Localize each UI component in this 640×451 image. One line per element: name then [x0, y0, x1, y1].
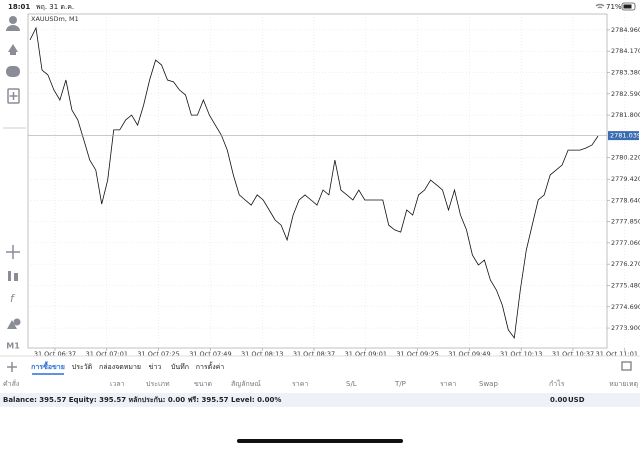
layout-button[interactable]	[621, 361, 632, 371]
chart-frame	[27, 13, 608, 349]
profit-total: 0.00	[550, 396, 567, 404]
chat-icon[interactable]	[6, 66, 20, 77]
column-header: ราคา	[440, 380, 456, 388]
column-header: ขนาด	[194, 380, 212, 388]
column-header: Swap	[479, 380, 498, 388]
status-date: พฤ. 31 ต.ค.	[36, 3, 74, 11]
x-tick-label: 31 Oct 09:25	[396, 350, 438, 358]
tab[interactable]: การตั้งค่า	[196, 360, 225, 371]
y-tick-label: 2782.590	[611, 90, 640, 98]
y-tick-label: 2784.960	[611, 26, 640, 34]
x-tick-label: 31 Oct 10:13	[500, 350, 542, 358]
indicator-icon[interactable]	[8, 271, 18, 281]
column-header: เวลา	[110, 380, 125, 388]
timeframe-button[interactable]: M1	[6, 342, 20, 351]
status-time: 18:01	[8, 3, 30, 11]
account-icon-body	[6, 25, 20, 31]
y-tick-label: 2779.420	[611, 175, 640, 183]
current-price-box	[608, 131, 639, 141]
battery-level	[623, 4, 632, 9]
column-header: S/L	[346, 380, 357, 388]
x-tick-label: 31 Oct 08:13	[241, 350, 283, 358]
home-indicator	[237, 439, 403, 443]
column-header: หมายเหตุ	[609, 380, 638, 388]
x-tick-label: 31 Oct 06:37	[34, 350, 76, 358]
new-order-plus	[9, 92, 18, 100]
battery-text: 71%	[606, 3, 622, 11]
new-order-icon[interactable]	[7, 88, 20, 104]
balance-row	[0, 393, 640, 407]
y-tick-label: 2777.850	[611, 218, 640, 226]
add-button[interactable]	[7, 362, 17, 372]
x-tick-label: 31 Oct 10:37	[552, 350, 594, 358]
x-tick-label: 31 Oct 07:49	[189, 350, 231, 358]
balance-summary: Balance: 395.57 Equity: 395.57 หลักประกั…	[3, 396, 281, 404]
x-tick-label: 31 Oct 07:25	[137, 350, 179, 358]
tab[interactable]: ข่าว	[149, 363, 162, 371]
y-tick-label: 2783.380	[611, 68, 640, 76]
tab[interactable]: การซื้อขาย	[31, 360, 65, 371]
chart-title: XAUUSDm, M1	[31, 15, 79, 23]
y-tick-label: 2778.640	[611, 196, 640, 204]
tab[interactable]: กล่องจดหมาย	[99, 363, 141, 371]
y-tick-label: 2774.690	[611, 303, 640, 311]
trade-icon[interactable]	[8, 44, 18, 55]
x-tick-label: 31 Oct 09:01	[345, 350, 387, 358]
price-line	[29, 26, 599, 340]
current-price-label: 2781.039	[610, 132, 640, 140]
objects-icon-circle	[13, 318, 21, 326]
function-icon[interactable]: f	[10, 292, 16, 305]
y-tick-label: 2773.900	[611, 324, 640, 332]
column-header: ราคา	[292, 380, 308, 388]
x-tick-label: 31 Oct 11:01	[596, 350, 638, 358]
y-tick-label: 2784.170	[611, 47, 640, 55]
y-tick-label: 2777.060	[611, 239, 640, 247]
x-tick-label: 31 Oct 07:01	[86, 350, 128, 358]
column-header: T/P	[394, 380, 406, 388]
y-tick-label: 2781.800	[611, 111, 640, 119]
column-header: ประเภท	[146, 380, 170, 388]
column-header: คำสั่ง	[3, 379, 19, 388]
column-header: กำไร	[549, 379, 565, 388]
x-tick-label: 31 Oct 08:37	[293, 350, 335, 358]
objects-icon[interactable]	[7, 320, 17, 329]
crosshair-icon[interactable]	[6, 245, 20, 259]
tab[interactable]: บันทึก	[171, 362, 189, 371]
wifi-icon	[595, 3, 605, 9]
currency: USD	[568, 396, 585, 404]
account-icon[interactable]	[9, 16, 17, 24]
column-header: สัญลักษณ์	[231, 380, 261, 388]
toolbar: f M1	[3, 16, 26, 351]
y-tick-label: 2775.480	[611, 281, 640, 289]
x-tick-label: 31 Oct 09:49	[448, 350, 490, 358]
battery-icon	[621, 2, 636, 11]
tab[interactable]: ประวัติ	[72, 363, 93, 371]
y-tick-label: 2780.220	[611, 154, 640, 162]
y-tick-label: 2776.270	[611, 260, 640, 268]
